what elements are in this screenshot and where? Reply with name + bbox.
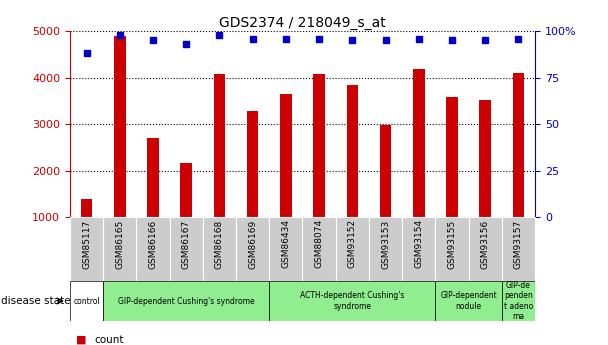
Bar — [336, 217, 369, 281]
Text: count: count — [94, 335, 124, 345]
Bar — [213, 74, 225, 217]
Bar — [269, 281, 435, 321]
Text: ■: ■ — [76, 335, 86, 345]
Text: GSM85117: GSM85117 — [82, 219, 91, 268]
Text: GSM93154: GSM93154 — [414, 219, 423, 268]
Bar — [469, 217, 502, 281]
Bar — [502, 281, 535, 321]
Bar — [502, 217, 535, 281]
Text: ACTH-dependent Cushing's
syndrome: ACTH-dependent Cushing's syndrome — [300, 291, 404, 311]
Bar — [380, 125, 392, 217]
Bar — [170, 217, 203, 281]
Text: GSM93156: GSM93156 — [481, 219, 489, 268]
Bar — [181, 163, 192, 217]
Bar — [313, 74, 325, 217]
Text: GSM86168: GSM86168 — [215, 219, 224, 268]
Bar — [203, 217, 236, 281]
Text: GSM86166: GSM86166 — [148, 219, 157, 268]
Text: GSM86434: GSM86434 — [282, 219, 291, 268]
Text: GSM86165: GSM86165 — [116, 219, 124, 268]
Text: control: control — [73, 296, 100, 306]
Bar — [280, 95, 292, 217]
Bar — [236, 217, 269, 281]
Bar — [114, 36, 126, 217]
Bar — [347, 85, 358, 217]
Text: GSM93153: GSM93153 — [381, 219, 390, 268]
Bar — [269, 217, 302, 281]
Text: GSM86167: GSM86167 — [182, 219, 191, 268]
Text: GSM93155: GSM93155 — [447, 219, 457, 268]
Bar — [413, 69, 424, 217]
Bar — [435, 217, 469, 281]
Bar — [247, 111, 258, 217]
Bar — [103, 281, 269, 321]
Text: GSM86169: GSM86169 — [248, 219, 257, 268]
Title: GDS2374 / 218049_s_at: GDS2374 / 218049_s_at — [219, 16, 386, 30]
Bar — [136, 217, 170, 281]
Text: GSM88074: GSM88074 — [314, 219, 323, 268]
Bar — [70, 281, 103, 321]
Bar — [479, 99, 491, 217]
Bar — [70, 217, 103, 281]
Text: GIP-de
penden
t adeno
ma: GIP-de penden t adeno ma — [504, 281, 533, 321]
Bar — [81, 199, 92, 217]
Bar — [147, 138, 159, 217]
Bar — [402, 217, 435, 281]
Bar — [513, 73, 524, 217]
Bar — [435, 281, 502, 321]
Bar — [302, 217, 336, 281]
Bar — [446, 97, 458, 217]
Text: GSM93152: GSM93152 — [348, 219, 357, 268]
Text: GIP-dependent Cushing's syndrome: GIP-dependent Cushing's syndrome — [118, 296, 255, 306]
Text: GIP-dependent
nodule: GIP-dependent nodule — [440, 291, 497, 311]
Text: GSM93157: GSM93157 — [514, 219, 523, 268]
Bar — [369, 217, 402, 281]
Bar — [103, 217, 136, 281]
Text: disease state: disease state — [1, 296, 70, 306]
